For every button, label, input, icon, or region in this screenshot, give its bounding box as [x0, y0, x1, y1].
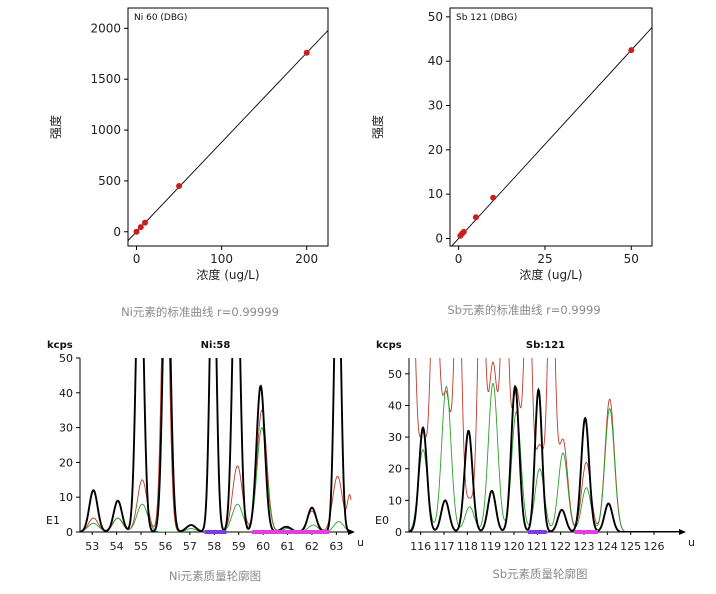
x-tick-label: 53 — [85, 540, 99, 553]
x-tick-label: 126 — [644, 540, 665, 553]
x-tick-label: 119 — [480, 540, 501, 553]
y-tick-label: 0 — [435, 231, 443, 245]
figure-caption: Sb元素的标准曲线 r=0.9999 — [447, 303, 600, 317]
x-tick-label: 56 — [158, 540, 172, 553]
x-tick-label: 63 — [329, 540, 343, 553]
x-tick-label: 117 — [434, 540, 455, 553]
data-point — [137, 224, 144, 231]
mass-window-bar — [204, 530, 227, 534]
x-tick-label: 61 — [281, 540, 295, 553]
y-tick-label: 500 — [98, 174, 121, 188]
y-tick-label: 50 — [388, 368, 402, 381]
x-tick-label: 124 — [597, 540, 618, 553]
x-axis-label: 浓度 (ug/L) — [196, 267, 259, 282]
x-tick-label: 60 — [256, 540, 270, 553]
y-tick-label: 40 — [59, 387, 73, 400]
series-label: Ni 60 (DBG) — [134, 13, 187, 23]
y-axis-label: 强度 — [370, 115, 385, 139]
y-tick-label: 50 — [59, 352, 73, 365]
data-point — [303, 49, 310, 56]
x-tick-label: 116 — [410, 540, 431, 553]
y-tick-label: 40 — [428, 54, 443, 68]
x-tick-label: 59 — [232, 540, 246, 553]
y-tick-label: 30 — [59, 422, 73, 435]
x-axis-arrow — [679, 529, 686, 535]
y-tick-label: 50 — [428, 10, 443, 24]
mass-window-bar — [574, 530, 598, 534]
y-tick-label: 30 — [428, 99, 443, 113]
x-tick-label: 200 — [295, 252, 318, 266]
y-tick-label: 20 — [59, 456, 73, 469]
figure-caption: Sb元素质量轮廓图 — [492, 567, 587, 581]
x-unit-label: u — [357, 536, 364, 549]
data-point — [142, 219, 149, 226]
x-unit-label: u — [688, 536, 695, 549]
y-tick-label: 10 — [428, 187, 443, 201]
fit-line — [128, 30, 328, 242]
x-tick-label: 122 — [550, 540, 571, 553]
data-point — [176, 182, 183, 189]
x-axis-arrow — [348, 529, 355, 535]
y-tick-label: 0 — [395, 526, 402, 539]
chart-title: Ni:58 — [201, 340, 231, 351]
y-tick-label: 0 — [113, 225, 121, 239]
y-tick-label: 1000 — [90, 123, 121, 137]
series-label: Sb 121 (DBG) — [456, 13, 517, 23]
x-tick-label: 50 — [624, 252, 639, 266]
x-tick-label: 120 — [504, 540, 525, 553]
series-line-black — [409, 384, 682, 532]
x-tick-label: 58 — [207, 540, 221, 553]
y-tick-label: 1500 — [90, 72, 121, 86]
mass-window-bar — [528, 530, 547, 534]
x-tick-label: 55 — [134, 540, 148, 553]
x-tick-label: 0 — [455, 252, 463, 266]
y-tick-label: 10 — [59, 491, 73, 504]
x-tick-label: 121 — [527, 540, 548, 553]
corner-label: E1 — [46, 514, 60, 527]
x-tick-label: 125 — [620, 540, 641, 553]
corner-label: E0 — [375, 514, 389, 527]
series-line-black — [80, 358, 352, 532]
y-unit-label: kcps — [47, 340, 73, 351]
x-tick-label: 123 — [574, 540, 595, 553]
y-unit-label: kcps — [376, 340, 402, 351]
plot-frame — [449, 7, 653, 247]
y-tick-label: 2000 — [90, 21, 121, 35]
x-tick-label: 62 — [305, 540, 319, 553]
y-tick-label: 20 — [428, 143, 443, 157]
data-point — [133, 228, 140, 235]
fit-line — [451, 27, 652, 246]
y-tick-label: 30 — [388, 431, 402, 444]
data-point — [460, 228, 467, 235]
data-point — [490, 194, 497, 201]
x-axis-label: 浓度 (ug/L) — [519, 267, 582, 282]
x-tick-label: 25 — [537, 252, 552, 266]
data-point — [472, 214, 479, 221]
y-tick-label: 40 — [388, 399, 402, 412]
y-tick-label: 20 — [388, 463, 402, 476]
figure-caption: Ni元素的标准曲线 r=0.99999 — [121, 305, 279, 319]
x-tick-label: 0 — [133, 252, 141, 266]
y-axis-label: 强度 — [48, 115, 63, 139]
x-tick-label: 54 — [110, 540, 124, 553]
x-tick-label: 57 — [183, 540, 197, 553]
y-tick-label: 10 — [388, 494, 402, 507]
data-point — [628, 47, 635, 54]
mass-window-bar — [252, 530, 330, 534]
figure-caption: Ni元素质量轮廓图 — [169, 569, 261, 583]
plot-frame — [127, 7, 329, 247]
y-tick-label: 0 — [66, 526, 73, 539]
chart-title: Sb:121 — [526, 340, 565, 351]
x-tick-label: 118 — [457, 540, 478, 553]
cal_sb-group: Sb 121 (DBG) 0 25 50 0 10 20 30 40 50 浓度 (ug/L) 强度 — [370, 7, 653, 282]
series-line-red — [415, 358, 682, 532]
prof_ni-group: 10 20 30 40 50 0 E1 kcps Ni:58 53 54 55 56 57 58 59 60 61… — [46, 340, 364, 553]
x-tick-label: 100 — [210, 252, 233, 266]
